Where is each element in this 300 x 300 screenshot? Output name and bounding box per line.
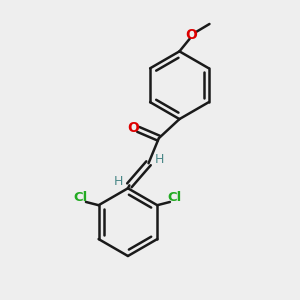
Text: Cl: Cl (168, 191, 182, 204)
Text: Cl: Cl (74, 191, 88, 204)
Text: H: H (113, 175, 123, 188)
Text: O: O (185, 28, 197, 42)
Text: O: O (127, 121, 139, 135)
Text: H: H (155, 153, 164, 166)
